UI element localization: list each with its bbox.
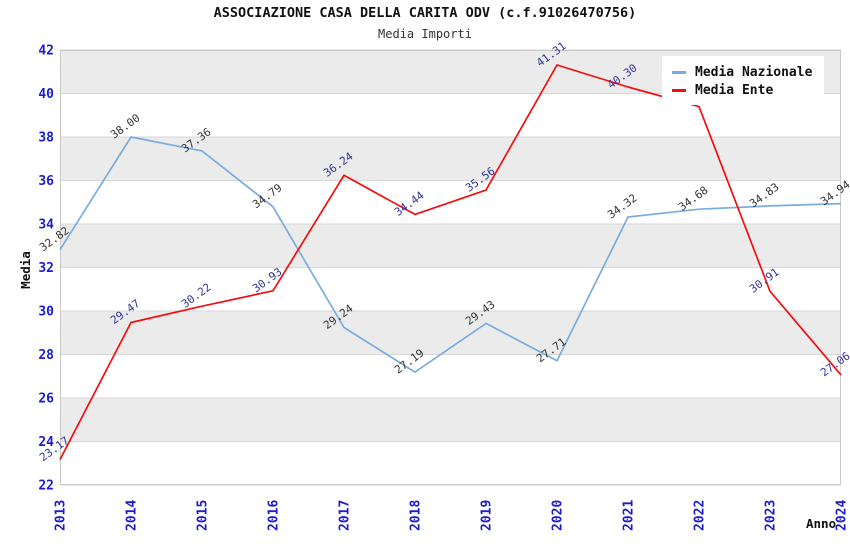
x-tick-label: 2013 (54, 500, 69, 531)
x-tick-label: 2015 (196, 500, 211, 531)
grid-band (60, 441, 841, 485)
series-line-media-nazionale (59, 136, 842, 373)
legend-line-swatch-blue-icon (672, 70, 686, 74)
y-axis-title: Media (18, 251, 33, 289)
legend-entry-media-ente: Media Ente (672, 81, 818, 99)
legend-line-swatch-red-icon (672, 88, 686, 92)
y-tick-label: 42 (38, 44, 54, 59)
legend-entry-media-nazionale: Media Nazionale (672, 63, 818, 81)
plot-area-border (60, 50, 841, 485)
x-tick-label: 2022 (693, 500, 708, 531)
grid-band (60, 224, 841, 268)
x-tick-label: 2017 (338, 500, 353, 531)
y-tick-label: 30 (38, 305, 54, 320)
grid-band (60, 354, 841, 398)
x-tick-label: 2019 (480, 500, 495, 531)
x-tick-label: 2021 (622, 500, 637, 531)
chart-subtitle: Media Importi (378, 27, 472, 41)
y-tick-label: 36 (38, 174, 54, 189)
grid-band (60, 398, 841, 442)
x-tick-label: 2014 (125, 500, 140, 531)
x-tick-label: 2024 (835, 500, 850, 531)
y-tick-label: 24 (38, 435, 54, 450)
x-axis-title: Anno (806, 516, 837, 531)
x-tick-label: 2016 (267, 500, 282, 531)
y-tick-label: 40 (38, 87, 54, 102)
x-tick-label: 2023 (764, 500, 779, 531)
y-tick-label: 26 (38, 392, 54, 407)
legend-label: Media Ente (695, 82, 774, 98)
x-tick-label: 2018 (409, 500, 424, 531)
y-tick-label: 32 (38, 261, 54, 276)
series-line-media-ente (59, 64, 842, 460)
y-tick-label: 22 (38, 479, 54, 494)
grid-band (60, 267, 841, 311)
grid-band (60, 137, 841, 181)
y-tick-label: 28 (38, 348, 54, 363)
legend-label: Media Nazionale (695, 64, 813, 80)
x-tick-label: 2020 (551, 500, 566, 531)
y-tick-label: 38 (38, 131, 54, 146)
chart-title: ASSOCIAZIONE CASA DELLA CARITA ODV (c.f.… (213, 5, 637, 21)
chart-legend: Media Nazionale Media Ente (662, 56, 824, 105)
y-tick-label: 34 (38, 218, 54, 233)
